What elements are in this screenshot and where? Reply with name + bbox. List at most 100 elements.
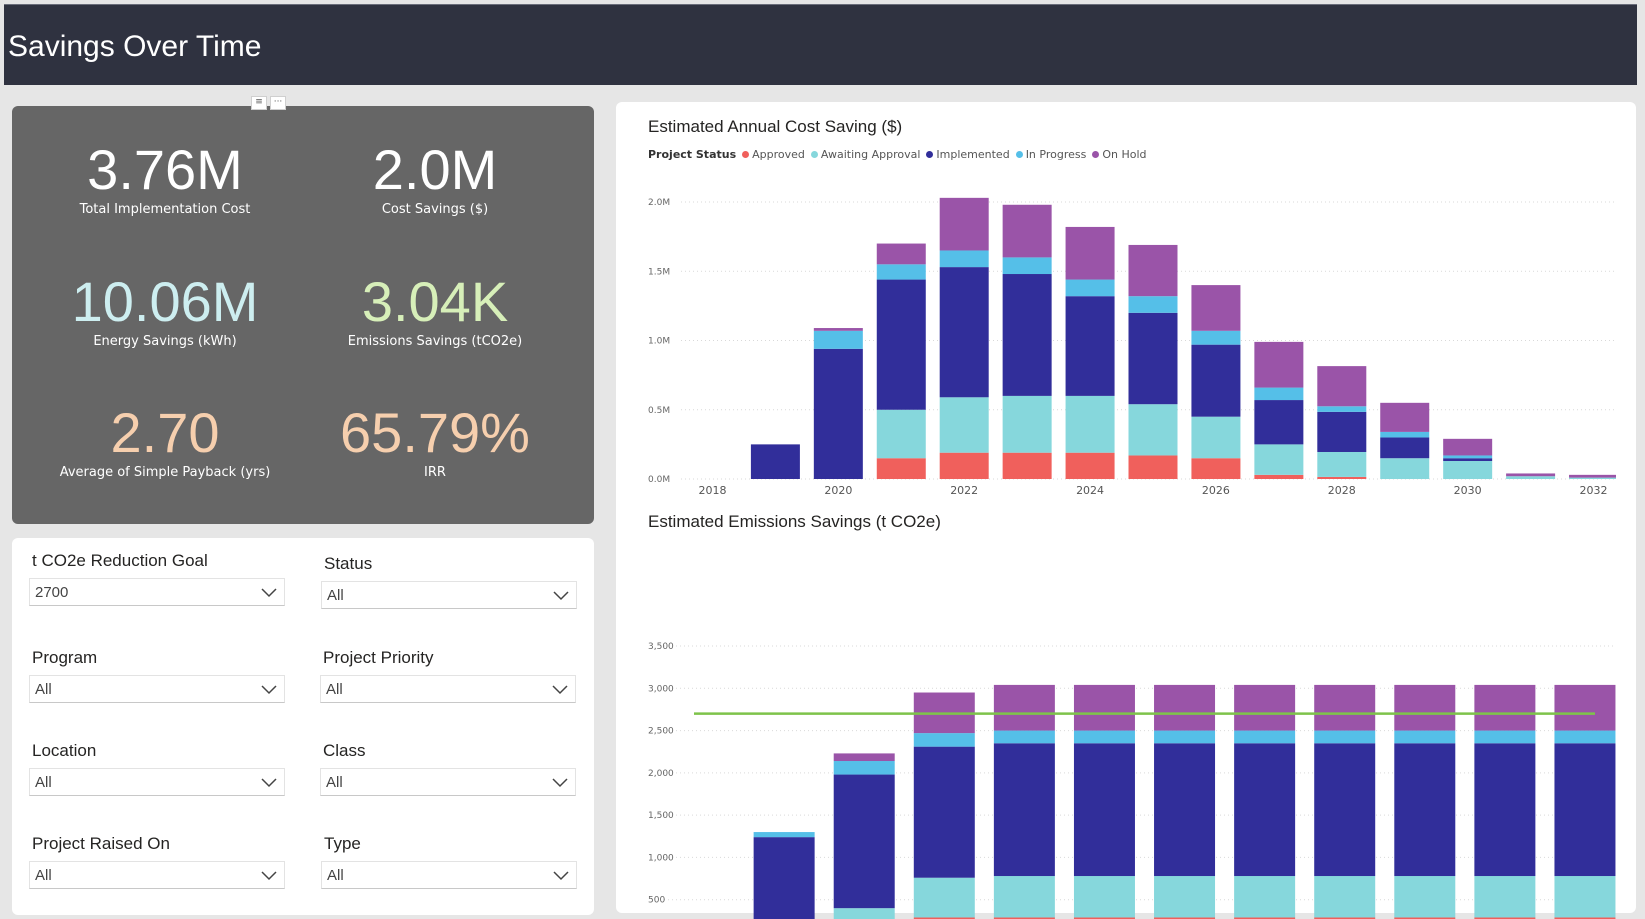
- bar-segment[interactable]: [813, 330, 863, 349]
- bar-segment[interactable]: [1317, 366, 1367, 407]
- bar-segment[interactable]: [1254, 444, 1304, 475]
- bar-segment[interactable]: [1154, 730, 1216, 744]
- bar-segment[interactable]: [1073, 684, 1135, 731]
- project-priority-dropdown[interactable]: All: [320, 675, 576, 703]
- bar-segment[interactable]: [1394, 684, 1456, 731]
- bar-segment[interactable]: [833, 774, 895, 909]
- bar-segment[interactable]: [1474, 743, 1536, 877]
- bar-segment[interactable]: [1314, 743, 1376, 877]
- legend-item-implemented[interactable]: Implemented: [926, 148, 1010, 161]
- goal-dropdown[interactable]: 2700: [29, 578, 285, 606]
- bar-segment[interactable]: [1506, 476, 1556, 479]
- bar-segment[interactable]: [1394, 917, 1456, 919]
- bar-segment[interactable]: [1394, 730, 1456, 744]
- bar-segment[interactable]: [913, 746, 975, 878]
- bar-segment[interactable]: [876, 458, 926, 479]
- bar-segment[interactable]: [1234, 917, 1296, 919]
- bar-segment[interactable]: [1380, 458, 1430, 479]
- bar-segment[interactable]: [1191, 458, 1241, 479]
- bar-segment[interactable]: [813, 348, 863, 479]
- bar-segment[interactable]: [750, 444, 800, 479]
- bar-segment[interactable]: [1065, 279, 1115, 297]
- legend-item-in-progress[interactable]: In Progress: [1015, 148, 1086, 161]
- bar-segment[interactable]: [1073, 876, 1135, 918]
- legend-item-awaiting-approval[interactable]: Awaiting Approval: [810, 148, 920, 161]
- bar-segment[interactable]: [1380, 437, 1430, 459]
- bar-segment[interactable]: [1254, 474, 1304, 479]
- bar-segment[interactable]: [1314, 684, 1376, 731]
- bar-segment[interactable]: [1154, 876, 1216, 918]
- bar-segment[interactable]: [813, 328, 863, 331]
- bar-segment[interactable]: [939, 452, 989, 479]
- bar-segment[interactable]: [1073, 743, 1135, 877]
- bar-segment[interactable]: [1443, 458, 1493, 461]
- bar-segment[interactable]: [1065, 226, 1115, 280]
- bar-segment[interactable]: [913, 733, 975, 747]
- bar-segment[interactable]: [993, 730, 1055, 744]
- bar-segment[interactable]: [913, 877, 975, 918]
- bar-segment[interactable]: [1128, 296, 1178, 313]
- bar-segment[interactable]: [1002, 274, 1052, 396]
- bar-segment[interactable]: [1154, 743, 1216, 877]
- bar-segment[interactable]: [1254, 387, 1304, 401]
- bar-segment[interactable]: [1065, 452, 1115, 479]
- bar-segment[interactable]: [1317, 406, 1367, 412]
- bar-segment[interactable]: [1569, 477, 1616, 479]
- bar-segment[interactable]: [1569, 474, 1616, 478]
- bar-segment[interactable]: [1234, 730, 1296, 744]
- bar-segment[interactable]: [1394, 876, 1456, 918]
- bar-segment[interactable]: [753, 832, 815, 838]
- bar-segment[interactable]: [993, 917, 1055, 919]
- bar-segment[interactable]: [1314, 876, 1376, 918]
- bar-segment[interactable]: [993, 684, 1055, 731]
- bar-segment[interactable]: [1002, 452, 1052, 479]
- bar-segment[interactable]: [1191, 344, 1241, 417]
- bar-segment[interactable]: [1234, 684, 1296, 731]
- bar-segment[interactable]: [1254, 400, 1304, 445]
- bar-segment[interactable]: [833, 908, 895, 919]
- bar-segment[interactable]: [1443, 460, 1493, 479]
- bar-segment[interactable]: [1002, 204, 1052, 258]
- bar-segment[interactable]: [1314, 730, 1376, 744]
- bar-segment[interactable]: [1474, 917, 1536, 919]
- bar-segment[interactable]: [1443, 438, 1493, 456]
- bar-segment[interactable]: [939, 397, 989, 453]
- bar-segment[interactable]: [876, 264, 926, 280]
- bar-segment[interactable]: [1314, 917, 1376, 919]
- bar-segment[interactable]: [1474, 684, 1536, 731]
- bar-segment[interactable]: [1154, 684, 1216, 731]
- bar-segment[interactable]: [1073, 730, 1135, 744]
- bar-segment[interactable]: [1474, 730, 1536, 744]
- bar-segment[interactable]: [1002, 395, 1052, 453]
- location-dropdown[interactable]: All: [29, 768, 285, 796]
- bar-segment[interactable]: [1128, 404, 1178, 456]
- bar-segment[interactable]: [1073, 917, 1135, 919]
- bar-segment[interactable]: [1128, 455, 1178, 479]
- status-dropdown[interactable]: All: [321, 581, 577, 609]
- legend-item-approved[interactable]: Approved: [742, 148, 805, 161]
- bar-segment[interactable]: [1128, 244, 1178, 297]
- bar-segment[interactable]: [1380, 431, 1430, 438]
- bar-segment[interactable]: [1554, 684, 1616, 731]
- bar-segment[interactable]: [1317, 411, 1367, 452]
- bar-segment[interactable]: [939, 197, 989, 251]
- bar-segment[interactable]: [993, 743, 1055, 877]
- bar-segment[interactable]: [913, 917, 975, 919]
- bar-segment[interactable]: [1317, 451, 1367, 477]
- bar-segment[interactable]: [1554, 743, 1616, 877]
- bar-segment[interactable]: [1554, 876, 1616, 918]
- bar-segment[interactable]: [1380, 402, 1430, 432]
- bar-segment[interactable]: [1554, 730, 1616, 744]
- bar-segment[interactable]: [939, 250, 989, 268]
- bar-segment[interactable]: [993, 876, 1055, 918]
- type-dropdown[interactable]: All: [321, 861, 577, 889]
- bar-segment[interactable]: [1234, 876, 1296, 918]
- bar-segment[interactable]: [1002, 257, 1052, 275]
- bar-segment[interactable]: [1191, 416, 1241, 459]
- bar-segment[interactable]: [876, 243, 926, 265]
- bar-segment[interactable]: [1554, 917, 1616, 919]
- bar-segment[interactable]: [1394, 743, 1456, 877]
- bar-segment[interactable]: [833, 761, 895, 775]
- bar-segment[interactable]: [1443, 455, 1493, 459]
- bar-segment[interactable]: [1474, 876, 1536, 918]
